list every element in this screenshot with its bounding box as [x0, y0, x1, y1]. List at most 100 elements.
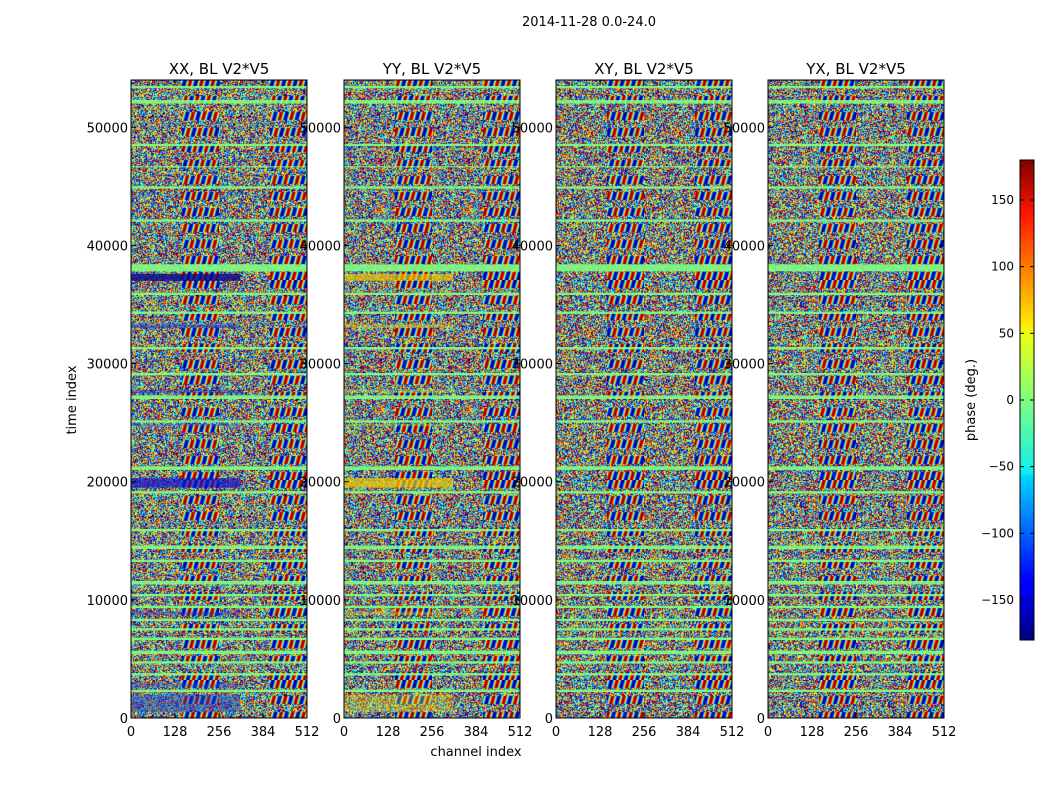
panel-1: XX, BL V2*V5 0 128 256 384 512 0 10000 20000 3000…	[87, 60, 320, 740]
flag-stripe	[344, 166, 520, 168]
flag-stripe	[556, 528, 732, 532]
y-tick-label: 20000	[512, 476, 553, 491]
phase-band	[131, 389, 241, 394]
colorbar-tick-label: 0	[1006, 393, 1014, 407]
flag-stripe	[768, 466, 944, 470]
flag-stripe	[344, 100, 520, 104]
colorbar-tick-label: −100	[981, 526, 1014, 540]
y-tick-label: 0	[120, 712, 128, 727]
x-tick-label: 0	[340, 725, 348, 740]
x-axis-label: channel index	[430, 745, 521, 760]
flag-stripe	[131, 219, 307, 222]
flag-stripe	[556, 491, 732, 494]
y-tick-label: 30000	[724, 358, 765, 373]
flag-stripe	[131, 347, 307, 350]
flag-stripe	[344, 628, 520, 631]
flag-stripe	[344, 347, 520, 350]
flag-stripe	[344, 491, 520, 494]
flag-stripe	[556, 264, 732, 272]
flag-stripe	[768, 689, 944, 693]
flag-stripe	[131, 580, 307, 585]
x-tick-label: 512	[508, 725, 533, 740]
phase-band	[131, 273, 241, 281]
flag-stripe	[768, 673, 944, 676]
flag-stripe	[131, 292, 307, 296]
flag-stripe	[768, 661, 944, 664]
colorbar-tick-label: −150	[981, 593, 1014, 607]
figure-suptitle: 2014-11-28 0.0-24.0	[522, 15, 656, 30]
y-tick-label: 0	[545, 712, 553, 727]
flag-stripe	[768, 491, 944, 494]
colorbar-tick-label: 150	[991, 193, 1014, 207]
y-tick-label: 30000	[300, 358, 341, 373]
flag-stripe	[131, 618, 307, 622]
flag-stripe	[556, 166, 732, 168]
panel-title: XY, BL V2*V5	[594, 60, 694, 78]
flag-stripe	[131, 491, 307, 494]
y-tick-label: 20000	[87, 476, 128, 491]
flag-stripe	[344, 637, 520, 641]
flag-stripe	[768, 100, 944, 104]
flag-stripe	[131, 100, 307, 104]
y-axis-label: time index	[65, 365, 80, 434]
panel-heatmap	[768, 80, 944, 718]
x-tick-label: 128	[163, 725, 188, 740]
flag-stripe	[768, 311, 944, 314]
colorbar-ticks: −150 −100 −50 0 50 100 150	[981, 193, 1034, 607]
flag-stripe	[768, 637, 944, 641]
panel-heatmap	[556, 80, 732, 718]
flag-stripe	[344, 673, 520, 676]
flag-stripe	[768, 186, 944, 189]
y-tick-label: 10000	[87, 594, 128, 609]
phase-band	[131, 611, 241, 616]
flag-stripe	[344, 618, 520, 622]
flag-stripe	[344, 545, 520, 550]
x-tick-label: 384	[676, 725, 701, 740]
x-tick-label: 512	[720, 725, 745, 740]
flag-stripe	[556, 559, 732, 563]
flag-stripe	[556, 395, 732, 399]
flag-stripe	[344, 528, 520, 532]
flag-stripe	[768, 593, 944, 597]
phase-band	[131, 694, 241, 713]
flag-stripe	[344, 373, 520, 376]
flag-stripe	[768, 580, 944, 585]
panel-4: YX, BL V2*V5 0 128 256 384 512 0 10000 20000 3000…	[724, 60, 957, 740]
flag-stripe	[131, 85, 307, 89]
y-tick-label: 20000	[300, 476, 341, 491]
y-tick-label: 0	[757, 712, 765, 727]
flag-stripe	[344, 466, 520, 470]
x-tick-label: 0	[552, 725, 560, 740]
colorbar: −150 −100 −50 0 50 100 150 phase (deg.)	[964, 159, 1035, 641]
flag-stripe	[556, 311, 732, 314]
flag-stripe	[131, 528, 307, 532]
y-tick-label: 50000	[87, 121, 128, 136]
flag-stripe	[344, 85, 520, 89]
flag-stripe	[344, 420, 520, 423]
y-tick-label: 0	[333, 712, 341, 727]
flag-stripe	[556, 186, 732, 189]
phase-band	[344, 478, 454, 488]
flag-stripe	[556, 580, 732, 585]
phase-band	[131, 683, 241, 688]
panel-heatmap	[344, 80, 520, 718]
y-tick-label: 40000	[87, 239, 128, 254]
flag-stripe	[131, 311, 307, 314]
colorbar-tick-label: −50	[989, 460, 1014, 474]
x-tick-label: 384	[464, 725, 489, 740]
y-tick-label: 40000	[512, 239, 553, 254]
flag-stripe	[131, 689, 307, 693]
flag-stripe	[556, 545, 732, 550]
flag-stripe	[131, 186, 307, 189]
flag-stripe	[556, 143, 732, 147]
flag-stripe	[556, 673, 732, 676]
x-tick-label: 256	[844, 725, 869, 740]
y-tick-label: 40000	[300, 239, 341, 254]
x-tick-label: 384	[251, 725, 276, 740]
flag-stripe	[344, 605, 520, 609]
flag-stripe	[344, 292, 520, 296]
flag-stripe	[556, 347, 732, 350]
flag-stripe	[131, 373, 307, 376]
flag-stripe	[344, 186, 520, 189]
